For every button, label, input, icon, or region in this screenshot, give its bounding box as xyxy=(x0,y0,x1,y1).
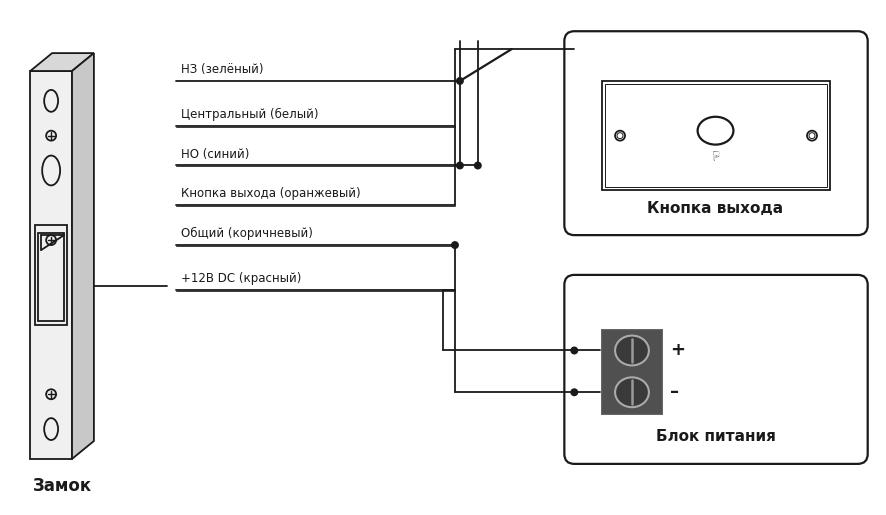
Ellipse shape xyxy=(614,377,649,407)
Circle shape xyxy=(450,241,458,249)
Text: ☝: ☝ xyxy=(711,146,719,159)
FancyBboxPatch shape xyxy=(563,275,867,464)
Text: Блок питания: Блок питания xyxy=(655,428,774,443)
Text: Замок: Замок xyxy=(33,477,91,495)
Text: –: – xyxy=(669,383,678,401)
Circle shape xyxy=(570,388,578,396)
Circle shape xyxy=(455,77,463,85)
Circle shape xyxy=(473,162,481,169)
Text: НЗ (зелёный): НЗ (зелёный) xyxy=(182,63,264,76)
Polygon shape xyxy=(30,71,72,459)
Ellipse shape xyxy=(614,336,649,366)
Text: Кнопка выхода: Кнопка выхода xyxy=(647,201,782,216)
Text: Центральный (белый): Центральный (белый) xyxy=(182,108,319,121)
Text: НО (синий): НО (синий) xyxy=(182,147,250,161)
Circle shape xyxy=(570,347,578,354)
Text: +: + xyxy=(669,341,684,359)
Circle shape xyxy=(455,162,463,169)
Polygon shape xyxy=(30,53,94,71)
Text: Кнопка выхода (оранжевый): Кнопка выхода (оранжевый) xyxy=(182,187,361,200)
FancyBboxPatch shape xyxy=(563,31,867,235)
Text: Общий (коричневый): Общий (коричневый) xyxy=(182,227,313,240)
Text: +12В DC (красный): +12В DC (красный) xyxy=(182,272,301,285)
Bar xyxy=(602,81,829,191)
Bar xyxy=(35,225,67,324)
Bar xyxy=(38,233,64,321)
Bar xyxy=(602,330,661,414)
Polygon shape xyxy=(72,53,94,459)
Bar xyxy=(604,84,826,187)
